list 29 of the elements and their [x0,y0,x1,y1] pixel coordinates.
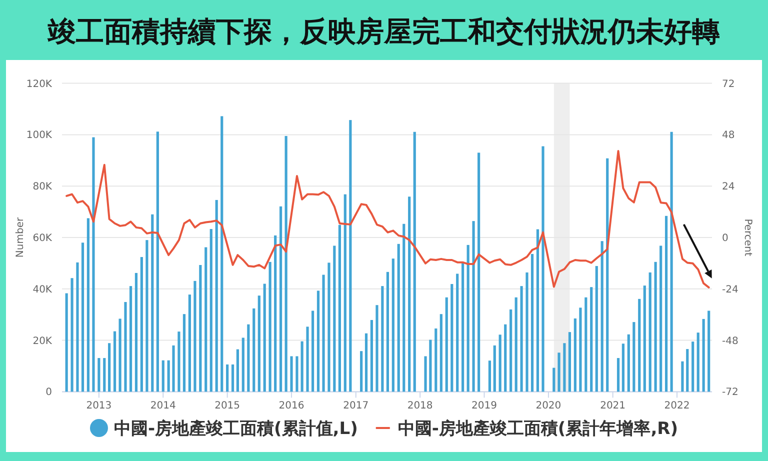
y2-tick-label: 72 [722,78,735,90]
y2-tick-label: 48 [722,130,735,142]
y-tick-label: 20K [32,336,52,347]
y-axis-title: Number [15,217,26,258]
x-tick-label: 2020 [536,400,562,412]
x-tick-label: 2018 [407,400,433,412]
x-tick-label: 2017 [343,400,369,412]
x-tick-label: 2019 [472,400,497,412]
y2-tick-label: -48 [722,336,738,347]
x-tick-label: 2016 [278,400,304,412]
y-tick-label: 60K [32,233,52,244]
legend-item: 中國-房地產竣工面積(累計值,L) [90,419,358,439]
y2-tick-label: -72 [722,387,738,398]
y2-axis-title: Percent [742,218,753,256]
y2-tick-label: -24 [722,284,738,296]
y-tick-label: 40K [32,284,52,296]
title: 竣工面積持續下探，反映房屋完工和交付狀況仍未好轉 [48,15,720,48]
x-tick-label: 2015 [214,400,240,412]
x-tick-label: 2013 [86,400,112,412]
y-tick-label: 120K [26,78,52,90]
x-tick-label: 2014 [150,400,176,412]
legend-item: 中國-房地產竣工面積(累計年增率,R) [376,419,678,439]
y-tick-label: 100K [26,130,52,142]
y-tick-label: 80K [32,182,52,193]
y2-tick-label: 0 [722,233,728,244]
x-tick-label: 2021 [600,400,626,412]
x-tick-label: 2022 [664,400,690,412]
y-tick-label: 0 [46,387,52,398]
y2-tick-label: 24 [722,182,735,193]
